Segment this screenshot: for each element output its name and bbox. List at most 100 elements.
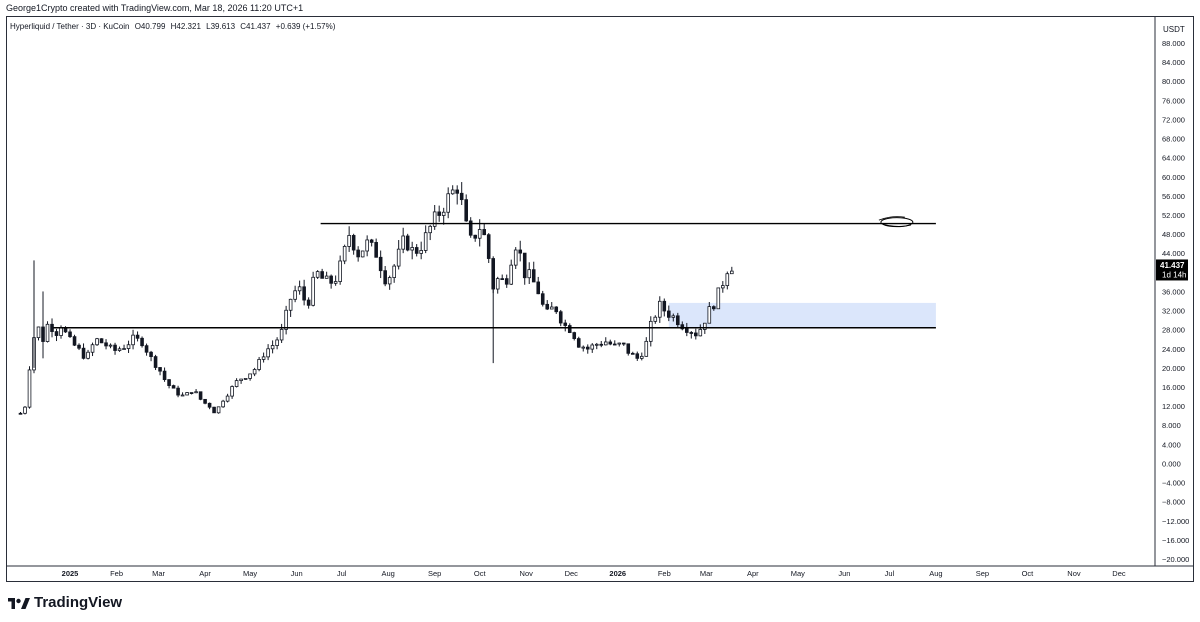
candle[interactable] xyxy=(509,259,514,286)
candle[interactable] xyxy=(608,339,613,346)
candle[interactable] xyxy=(162,367,167,382)
candle[interactable] xyxy=(531,261,536,283)
candle[interactable] xyxy=(351,233,356,255)
candle[interactable] xyxy=(72,334,77,347)
candle[interactable] xyxy=(36,326,41,341)
candle[interactable] xyxy=(194,389,198,394)
candle[interactable] xyxy=(513,247,518,269)
candle[interactable] xyxy=(639,352,644,361)
candle[interactable] xyxy=(387,275,392,290)
candle[interactable] xyxy=(603,337,608,346)
candle[interactable] xyxy=(437,205,441,222)
candle[interactable] xyxy=(221,399,225,408)
candle[interactable] xyxy=(712,305,716,311)
candle[interactable] xyxy=(144,343,149,356)
candle[interactable] xyxy=(338,255,342,285)
candle[interactable] xyxy=(410,241,414,260)
candle[interactable] xyxy=(504,274,509,288)
candle[interactable] xyxy=(171,384,176,389)
candle[interactable] xyxy=(617,342,622,347)
tradingview-brand[interactable]: TradingView xyxy=(8,594,122,611)
candle[interactable] xyxy=(68,329,72,338)
candle[interactable] xyxy=(135,331,140,342)
candle[interactable] xyxy=(612,340,617,346)
candle[interactable] xyxy=(117,346,122,352)
candle[interactable] xyxy=(653,315,658,324)
candle[interactable] xyxy=(167,379,171,389)
candle[interactable] xyxy=(333,275,338,286)
candle[interactable] xyxy=(342,244,347,265)
candle[interactable] xyxy=(621,342,626,346)
candle[interactable] xyxy=(126,340,131,353)
candle[interactable] xyxy=(500,274,505,281)
candle[interactable] xyxy=(675,312,680,328)
candle[interactable] xyxy=(626,343,631,356)
candle[interactable] xyxy=(176,385,180,398)
candle[interactable] xyxy=(374,238,378,258)
candle[interactable] xyxy=(703,322,707,334)
candle[interactable] xyxy=(95,337,99,346)
candle[interactable] xyxy=(662,298,667,317)
candle[interactable] xyxy=(266,344,270,361)
candle[interactable] xyxy=(581,345,586,352)
candle[interactable] xyxy=(239,378,243,384)
candle[interactable] xyxy=(18,412,23,415)
candle[interactable] xyxy=(383,266,387,287)
candle[interactable] xyxy=(563,319,568,332)
candle[interactable] xyxy=(392,264,396,283)
candle[interactable] xyxy=(522,252,527,285)
candle[interactable] xyxy=(185,392,189,396)
candle[interactable] xyxy=(212,406,216,414)
candle[interactable] xyxy=(230,385,234,399)
candle[interactable] xyxy=(486,233,491,263)
candle[interactable] xyxy=(279,323,284,343)
candle[interactable] xyxy=(721,281,725,293)
candle[interactable] xyxy=(27,366,32,409)
candle[interactable] xyxy=(473,234,477,242)
candle[interactable] xyxy=(284,305,288,335)
candle[interactable] xyxy=(261,352,266,363)
candle[interactable] xyxy=(666,305,671,322)
candle[interactable] xyxy=(207,402,212,410)
candle[interactable] xyxy=(545,300,550,311)
candle[interactable] xyxy=(99,338,104,344)
candle[interactable] xyxy=(428,224,432,241)
candle[interactable] xyxy=(576,336,581,348)
candle[interactable] xyxy=(594,342,599,350)
candle[interactable] xyxy=(311,271,315,307)
candle[interactable] xyxy=(113,342,117,355)
candle[interactable] xyxy=(378,250,383,279)
candle[interactable] xyxy=(558,309,563,327)
candle[interactable] xyxy=(275,337,279,350)
candle[interactable] xyxy=(189,392,194,395)
candle[interactable] xyxy=(257,356,261,372)
candle[interactable] xyxy=(540,290,545,307)
candle[interactable] xyxy=(45,321,50,343)
candle[interactable] xyxy=(324,271,329,279)
candle[interactable] xyxy=(685,322,689,337)
candle[interactable] xyxy=(293,285,297,303)
candle[interactable] xyxy=(464,194,468,222)
candle[interactable] xyxy=(572,331,577,341)
candle[interactable] xyxy=(356,246,360,262)
candle[interactable] xyxy=(225,393,230,403)
candle[interactable] xyxy=(419,241,423,260)
candle[interactable] xyxy=(54,328,59,342)
candle[interactable] xyxy=(140,336,144,348)
candle[interactable] xyxy=(401,227,405,254)
candle[interactable] xyxy=(441,207,446,225)
candle[interactable] xyxy=(131,329,135,350)
candle[interactable] xyxy=(414,244,419,257)
candle[interactable] xyxy=(482,223,487,236)
candle[interactable] xyxy=(459,182,464,205)
candle[interactable] xyxy=(450,185,455,195)
candle[interactable] xyxy=(252,367,257,377)
candle[interactable] xyxy=(527,262,532,284)
candle[interactable] xyxy=(730,266,734,275)
candle[interactable] xyxy=(158,367,162,376)
candle[interactable] xyxy=(248,373,252,381)
candle[interactable] xyxy=(725,271,730,290)
candle[interactable] xyxy=(198,391,203,401)
candle[interactable] xyxy=(554,306,559,314)
candle[interactable] xyxy=(288,298,293,317)
